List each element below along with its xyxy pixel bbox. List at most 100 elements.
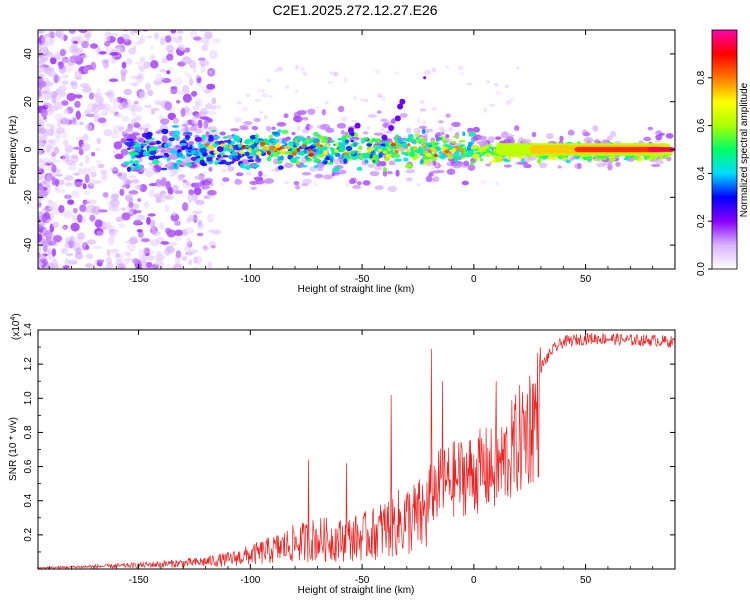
ridge-core-blob (276, 160, 283, 164)
spectral-noise-blob (219, 181, 226, 187)
ridge-peak-blob (204, 143, 210, 147)
ridge-halo-blob (388, 160, 396, 166)
spectral-noise-blob (168, 67, 174, 71)
ridge-halo-blob (596, 162, 606, 168)
spectral-noise-blob (112, 125, 123, 134)
spectral-noise-blob (276, 66, 284, 72)
ridge-core-blob (471, 153, 480, 159)
ridge-halo-blob (301, 172, 312, 176)
spectral-noise-blob (153, 80, 163, 85)
ridge-core-blob (329, 158, 334, 164)
ridge-core-blob (134, 146, 142, 152)
ridge-peak-blob (209, 145, 215, 150)
ridge-core-blob (382, 167, 388, 172)
ridge-core-blob (152, 154, 156, 159)
spectral-noise-blob (53, 75, 61, 83)
spectral-noise-blob (113, 141, 123, 150)
spectral-noise-blob (45, 66, 53, 76)
spectral-noise-blob (38, 166, 41, 175)
spectral-noise-blob (212, 229, 222, 235)
spectral-noise-blob (234, 117, 242, 123)
ridge-core-blob (300, 164, 308, 168)
spectral-noise-blob (109, 105, 117, 115)
spectral-noise-blob (80, 54, 89, 59)
spectral-noise-blob (115, 253, 121, 258)
spectral-noise-blob (144, 104, 152, 109)
spectral-noise-blob (121, 61, 127, 69)
spectral-noise-blob (174, 229, 183, 237)
spectral-noise-blob (110, 248, 119, 254)
spectral-noise-blob (39, 272, 46, 275)
spectral-noise-blob (38, 76, 44, 83)
spectral-noise-blob (79, 162, 84, 167)
ridge-core-blob (488, 146, 494, 150)
spectral-noise-blob (164, 194, 175, 201)
spectral-noise-blob (173, 77, 183, 86)
spectral-noise-blob (65, 269, 73, 274)
ridge-halo-blob (374, 165, 383, 171)
ridge-core-blob (224, 144, 229, 147)
spectral-noise-blob (138, 90, 147, 101)
spectral-noise-blob (176, 91, 186, 96)
spectral-noise-blob (116, 271, 122, 275)
ridge-halo-blob (188, 141, 195, 146)
spectral-noise-blob (83, 109, 90, 115)
spectral-noise-blob (114, 153, 124, 160)
spectral-noise-blob (189, 59, 196, 68)
ridge-halo-blob (239, 124, 249, 131)
spectral-noise-blob (466, 82, 473, 86)
ridge-core-blob (632, 156, 639, 161)
ridge-core-blob (250, 144, 258, 148)
spectral-noise-blob (164, 204, 170, 213)
x-tick-label: -50 (355, 575, 370, 586)
spectral-noise-blob (122, 100, 129, 109)
ridge-core-blob (171, 125, 180, 128)
spectral-noise-blob (189, 30, 198, 39)
spectral-noise-blob (119, 188, 125, 196)
ridge-core-blob (393, 153, 401, 159)
spectral-noise-blob (94, 115, 99, 123)
ridge-halo-blob (120, 148, 129, 156)
ridge-core-blob (127, 147, 131, 151)
ridge-peak-blob (259, 141, 266, 146)
spectral-noise-blob (150, 110, 155, 115)
ridge-core-blob (438, 151, 443, 155)
ridge-halo-blob (445, 113, 451, 118)
spectral-noise-blob (85, 263, 94, 268)
spectral-noise-blob (256, 88, 263, 93)
spectral-noise-blob (516, 66, 520, 70)
spectral-noise-blob (129, 82, 139, 87)
spectral-noise-blob (118, 222, 126, 229)
spectral-noise-blob (151, 230, 161, 237)
ridge-halo-blob (373, 132, 384, 136)
ridge-peak-blob (319, 144, 324, 148)
ridge-core-blob (599, 157, 608, 161)
spectral-noise-blob (86, 239, 97, 245)
y-tick-label: 1.0 (23, 391, 34, 405)
ridge-halo-blob (264, 178, 274, 184)
ridge-core-blob (148, 147, 157, 151)
ridge-core-blob (404, 163, 412, 168)
ridge-halo-blob (199, 110, 208, 115)
spectral-noise-blob (155, 254, 165, 261)
ridge-peak-blob (219, 143, 225, 147)
ridge-halo-blob (665, 133, 674, 139)
spectral-noise-blob (207, 261, 213, 269)
ridge-core-blob (155, 140, 161, 145)
ridge-core-blob (222, 136, 229, 139)
spectral-noise-blob (430, 67, 437, 73)
spectral-noise-blob (174, 235, 182, 241)
spectral-noise-blob (188, 189, 194, 196)
spectral-noise-blob (175, 250, 182, 259)
spectral-noise-blob (488, 103, 496, 108)
ridge-core-blob (377, 145, 383, 148)
ridge-core-blob (168, 137, 175, 142)
ridge-halo-blob (194, 175, 205, 181)
ridge-halo-blob (302, 117, 309, 121)
spectral-noise-blob (38, 46, 46, 55)
spectral-noise-blob (97, 117, 107, 124)
spectral-noise-blob (135, 115, 142, 121)
ridge-halo-blob (374, 185, 384, 190)
ridge-halo-blob (276, 121, 287, 127)
